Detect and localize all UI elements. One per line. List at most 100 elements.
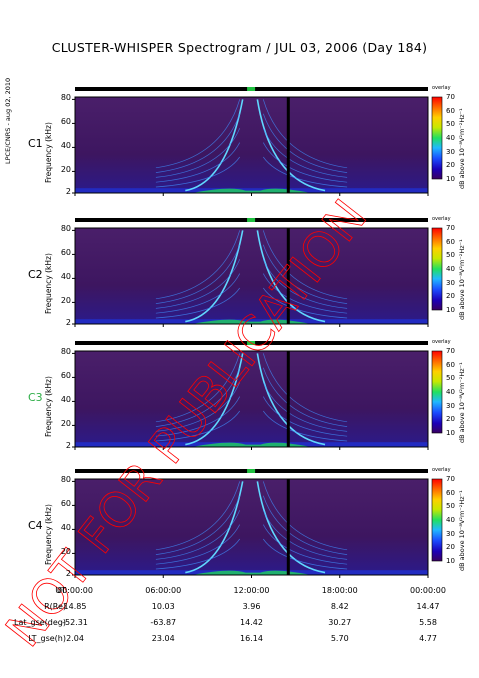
c3-ytick-label: 2 [65,441,71,450]
c1-harmonic-left [155,113,241,173]
ephemeris-r-value: 14.47 [416,602,440,611]
c1-colorbar-tick: 50 [446,120,455,129]
c3-harmonic-left [155,396,241,437]
c1-falling-curve [256,99,326,192]
c3-data-gap [286,351,290,447]
ephemeris-lat-value: 14.42 [240,618,263,627]
c2-colorbar-tick: 70 [446,224,455,232]
c1-harmonic-right [262,99,348,169]
c1-harmonic-left [155,99,241,169]
c1-colorbar-tick: 10 [446,175,455,183]
ephemeris-label: R(Re) [44,602,66,611]
c3-harmonic-left [155,367,241,427]
c1-harmonic-right [262,113,348,173]
c1-colorbar-tick: 60 [446,106,455,115]
c4-ytick-label: 40 [60,523,71,533]
c1-harmonic-left [155,156,241,188]
c2-colorbar-tick: 40 [446,265,455,273]
c3-plasma-band [192,442,311,447]
c4-colorbar-header: overlay [432,467,451,473]
c3-colorbar-tick: 60 [446,360,455,369]
ephemeris-times-value: 18:00:00 [321,586,358,595]
ephemeris-times-value: 06:00:00 [145,586,182,595]
c2-data-gap [286,228,290,324]
c2-harmonic-left [155,273,241,314]
c4-harmonic-right [262,538,348,570]
c3-harmonic-right [262,367,348,427]
c4-ytick-label: 60 [60,499,71,509]
c4-harmonic-left [155,481,241,551]
ephemeris-lat-value: -63.87 [150,618,177,627]
c4-colorbar-tick: 70 [446,475,455,483]
ephemeris-times-value: 00:00:00 [57,586,93,595]
c3-ytick-label: 60 [60,371,71,381]
ephemeris-lat-value: 5.58 [419,618,437,627]
c4-y-axis-label: Frequency (kHz) [44,504,53,565]
c4-colorbar-tick: 50 [446,502,455,511]
c1-colorbar-header: overlay [432,85,451,91]
c3-falling-curve [256,353,326,446]
c2-harmonic-left [155,244,241,304]
c3-harmonic-left [155,410,241,442]
c4-harmonic-left [155,495,241,555]
c3-ytick-label: 20 [60,419,71,429]
ephemeris-label: UT [55,586,66,595]
c2-colorbar-label: dB above 10⁻⁸V²m⁻²Hz⁻¹ [458,239,466,320]
c3-spectrogram-bg [75,351,428,447]
c4-colorbar-tick: 40 [446,516,455,524]
ephemeris-lt-value: 5.70 [330,634,349,643]
ephemeris-times-value: 12:00:00 [233,586,270,595]
c4-harmonic-right [262,481,348,551]
ephemeris-times-value: 00:00:00 [410,586,446,595]
c2-ytick-label: 40 [60,272,71,282]
c1-colorbar-tick: 70 [446,93,455,101]
c4-colorbar-tick: 60 [446,488,455,497]
c1-harmonic-left [155,142,241,183]
c2-colorbar-tick: 30 [446,278,455,287]
c1-ytick-label: 40 [60,141,71,151]
c2-harmonic-right [262,244,348,304]
c4-data-gap [286,479,290,575]
c2-spectrogram-bg [75,228,428,324]
c3-colorbar-tick: 50 [446,374,455,383]
c2-status-mark [247,218,256,222]
c4-harmonic-left [155,538,241,570]
ephemeris-lt-value: 23.04 [151,634,175,643]
c2-ytick-label: 2 [65,318,71,327]
c2-ytick-label: 20 [60,296,71,306]
c2-harmonic-right [262,230,348,300]
c3-colorbar-label: dB above 10⁻⁸V²m⁻²Hz⁻¹ [458,362,466,443]
c3-harmonic-right [262,382,348,432]
c1-ytick-label: 80 [60,93,71,103]
c1-harmonic-right [262,128,348,178]
c3-colorbar-tick: 40 [446,388,455,396]
c4-falling-curve [256,481,326,574]
c2-y-axis-label: Frequency (kHz) [44,253,53,314]
c1-ytick-label: 2 [65,187,71,196]
c3-harmonic-right [262,396,348,437]
c3-harmonic-left [155,353,241,423]
c4-spectrogram-bg [75,479,428,575]
c3-y-axis-label: Frequency (kHz) [44,376,53,437]
c2-harmonic-right [262,287,348,319]
ephemeris-r-value: 10.03 [151,602,175,611]
c2-harmonic-left [155,287,241,319]
ephemeris-lat-value: -52.31 [62,618,88,627]
c2-harmonic-right [262,259,348,309]
c4-ytick-label: 20 [60,547,71,557]
c3-colorbar-tick: 20 [446,415,455,424]
c4-ytick-label: 80 [60,475,71,485]
c3-ytick-label: 80 [60,347,71,357]
c3-harmonic-right [262,410,348,442]
ephemeris-lat-value: 30.27 [328,618,352,627]
c1-colorbar-label: dB above 10⁻⁸V²m⁻²Hz⁻¹ [458,108,466,189]
ephemeris-r-value: 8.42 [330,602,349,611]
c1-y-axis-label: Frequency (kHz) [44,122,53,183]
c1-colorbar-tick: 40 [446,134,455,142]
ephemeris-lt-value: 4.77 [419,634,437,643]
c1-data-gap [286,97,290,193]
c3-panel-label: C3 [28,391,43,404]
c2-colorbar-header: overlay [432,216,451,222]
ephemeris-r-value: 14.85 [63,602,87,611]
